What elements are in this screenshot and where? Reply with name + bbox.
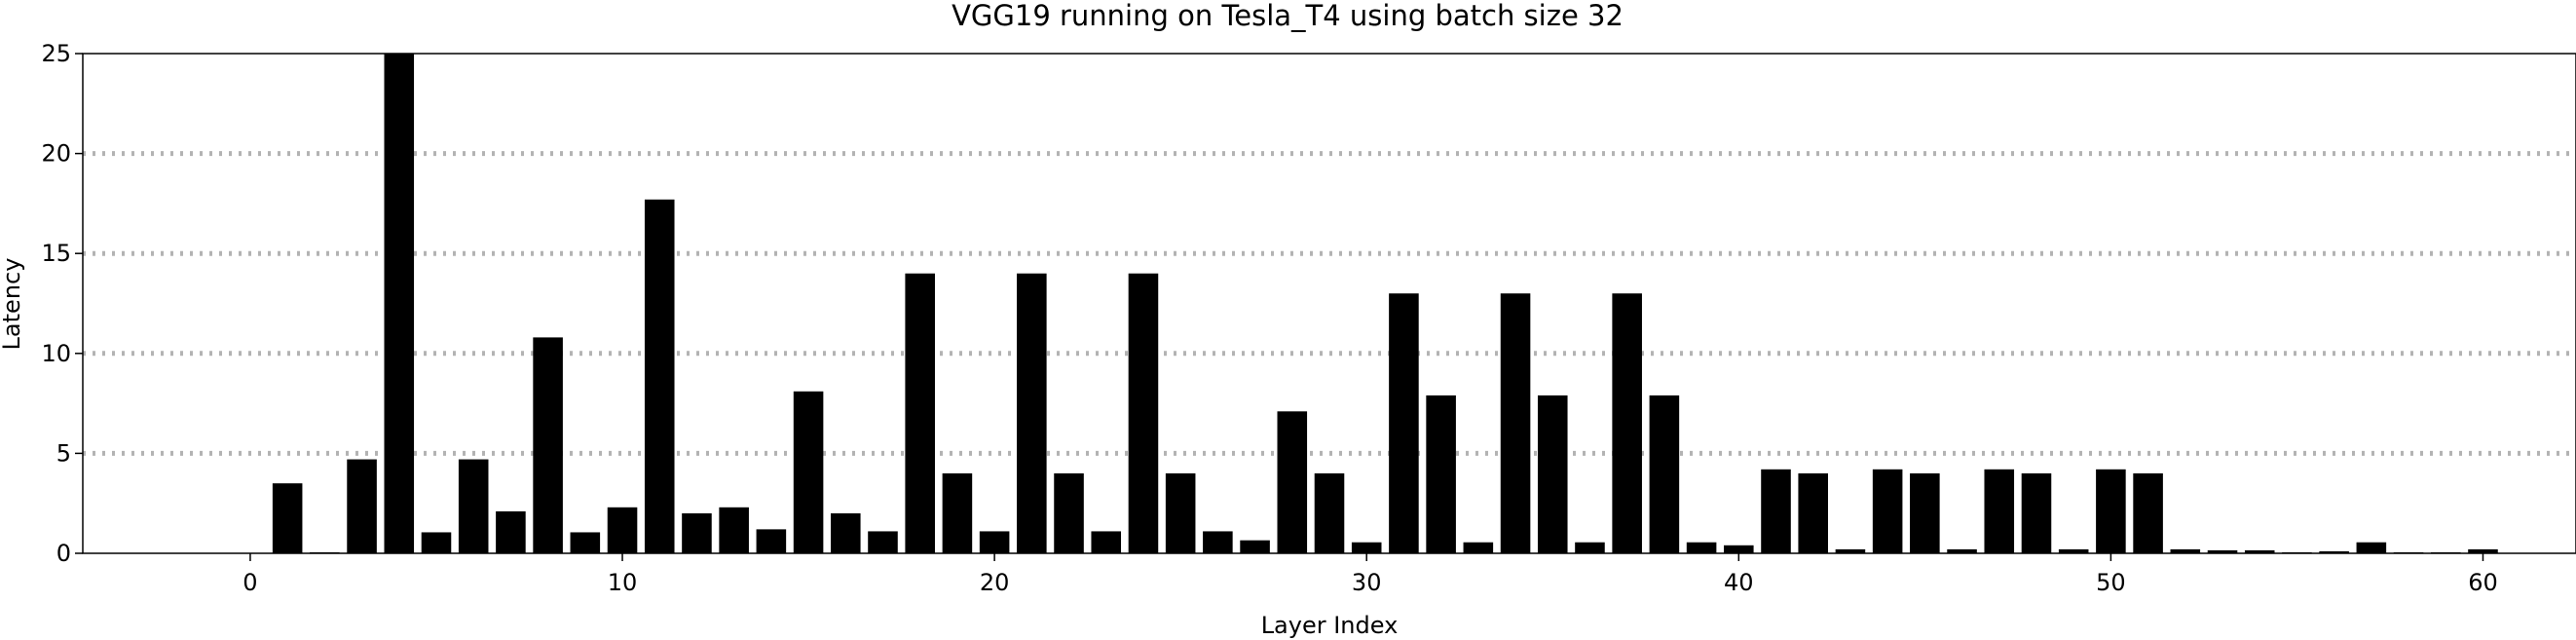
bar-layer-4 xyxy=(384,54,415,553)
bar-layer-16 xyxy=(831,512,861,553)
bar-layer-40 xyxy=(1724,545,1754,553)
bar-layer-44 xyxy=(1872,469,1903,553)
bar-layer-8 xyxy=(533,337,563,553)
bar-layer-6 xyxy=(458,459,489,553)
x-tick-label-10: 10 xyxy=(608,569,638,596)
bar-layer-23 xyxy=(1091,531,1122,553)
bar-layer-22 xyxy=(1054,472,1084,553)
bar-layer-28 xyxy=(1277,411,1308,553)
plot-frame xyxy=(82,53,2576,554)
y-axis: 0 5 10 15 20 25 xyxy=(41,40,83,567)
bar-layer-52 xyxy=(2170,548,2201,553)
bar-layer-5 xyxy=(421,532,452,553)
bar-layer-49 xyxy=(2058,548,2089,553)
bar-layer-45 xyxy=(1910,472,1940,553)
bar-layer-36 xyxy=(1575,542,1605,553)
chart-title: VGG19 running on Tesla_T4 using batch si… xyxy=(952,0,1624,32)
bar-layer-48 xyxy=(2021,472,2052,553)
bar-layer-18 xyxy=(905,273,935,553)
y-tick-label-10: 10 xyxy=(41,340,71,367)
bar-layer-20 xyxy=(979,531,1010,553)
bar-layer-30 xyxy=(1351,542,1382,553)
bar-layer-21 xyxy=(1017,273,1047,553)
bar-layer-41 xyxy=(1761,469,1791,553)
bar-layer-35 xyxy=(1537,395,1568,553)
bar-layer-25 xyxy=(1165,472,1196,553)
x-tick-label-60: 60 xyxy=(2468,569,2498,596)
bar-layer-31 xyxy=(1389,293,1419,553)
bar-layer-3 xyxy=(347,459,377,553)
bar-layer-50 xyxy=(2096,469,2126,553)
bar-layer-57 xyxy=(2356,542,2387,553)
bar-layer-46 xyxy=(1947,548,1977,553)
bar-layer-1 xyxy=(272,483,303,553)
bar-layer-27 xyxy=(1240,540,1270,553)
bar-layer-60 xyxy=(2468,548,2498,553)
bar-layer-37 xyxy=(1612,293,1642,553)
x-tick-label-40: 40 xyxy=(1724,569,1754,596)
bar-layer-26 xyxy=(1203,531,1233,553)
x-axis: 0 10 20 30 40 50 60 xyxy=(243,553,2498,596)
bar-layer-15 xyxy=(793,391,824,553)
bar-layer-39 xyxy=(1686,542,1717,553)
bar-layer-33 xyxy=(1463,542,1494,553)
bar-layer-47 xyxy=(1984,469,2015,553)
bar-layer-51 xyxy=(2133,472,2163,553)
y-tick-label-5: 5 xyxy=(56,439,71,467)
bar-layer-14 xyxy=(756,529,787,553)
bar-layer-29 xyxy=(1314,472,1345,553)
bar-layer-12 xyxy=(682,512,712,553)
bar-layer-54 xyxy=(2244,549,2275,553)
y-axis-label: Latency xyxy=(0,258,25,351)
bar-layer-10 xyxy=(607,507,638,553)
x-tick-label-50: 50 xyxy=(2096,569,2126,596)
x-axis-label: Layer Index xyxy=(1261,612,1399,639)
gridlines xyxy=(83,151,2576,456)
bar-layer-53 xyxy=(2207,549,2238,553)
bars xyxy=(272,54,2498,553)
x-tick-label-0: 0 xyxy=(243,569,257,596)
bar-layer-42 xyxy=(1798,472,1828,553)
bar-layer-19 xyxy=(942,472,973,553)
bar-layer-9 xyxy=(570,532,601,553)
bar-layer-56 xyxy=(2319,550,2349,553)
bar-layer-7 xyxy=(496,510,526,553)
bar-layer-43 xyxy=(1835,548,1866,553)
y-tick-label-15: 15 xyxy=(41,240,71,267)
y-tick-label-25: 25 xyxy=(41,40,71,67)
bar-layer-11 xyxy=(644,199,675,553)
bar-layer-17 xyxy=(868,531,898,553)
bar-layer-34 xyxy=(1500,293,1531,553)
bar-layer-38 xyxy=(1649,395,1680,553)
bar-layer-13 xyxy=(719,507,749,553)
x-tick-label-30: 30 xyxy=(1352,569,1382,596)
y-tick-label-0: 0 xyxy=(56,540,71,567)
bar-layer-32 xyxy=(1426,395,1456,553)
x-tick-label-20: 20 xyxy=(980,569,1010,596)
y-tick-label-20: 20 xyxy=(41,140,71,168)
bar-layer-24 xyxy=(1128,273,1159,553)
